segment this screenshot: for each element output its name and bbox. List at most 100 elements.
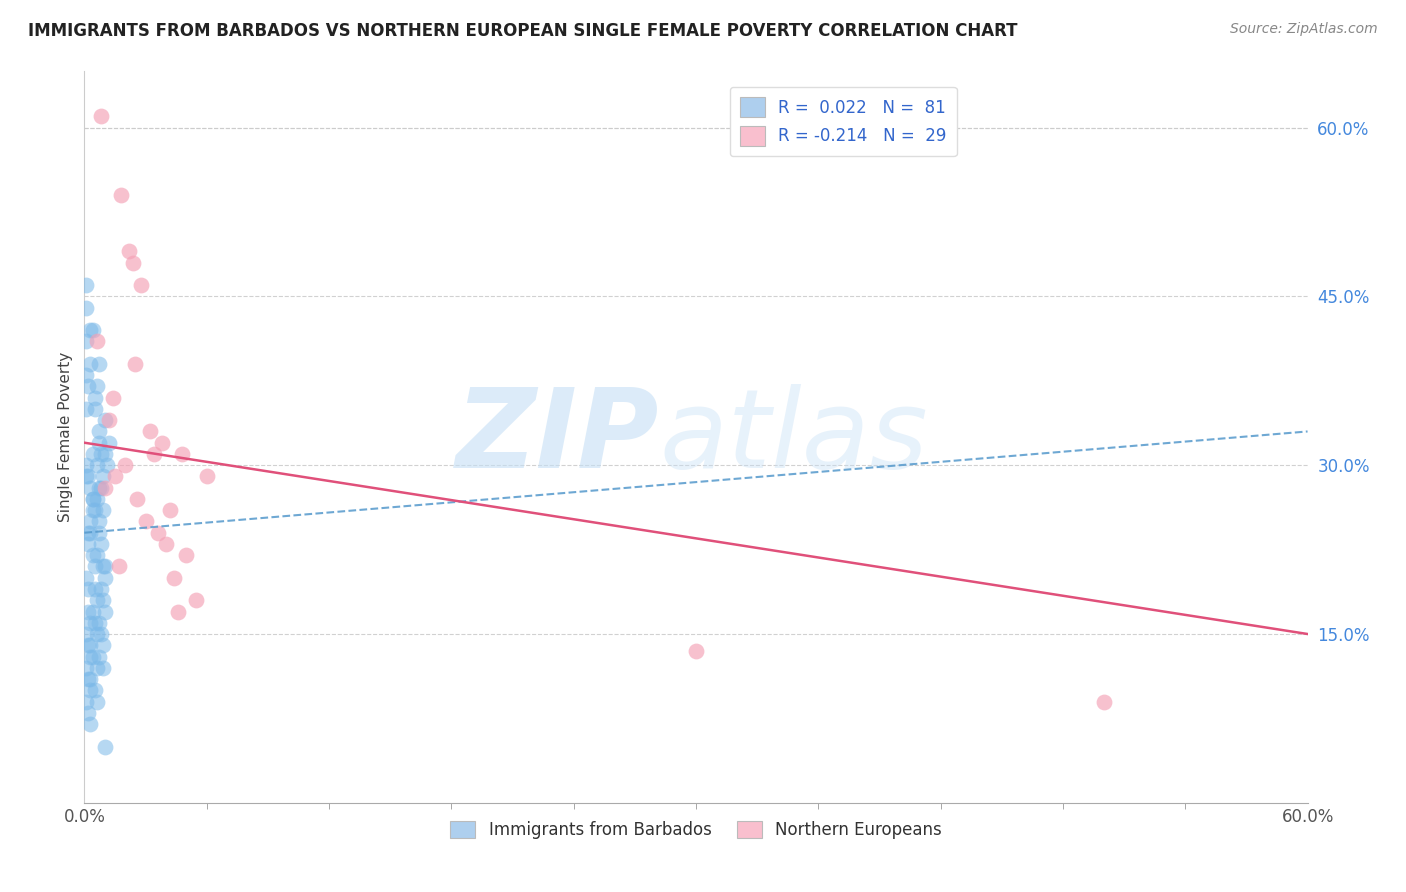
Point [122, 255, 145, 269]
Point [77, 672, 100, 686]
Point [127, 491, 149, 506]
Point [163, 571, 186, 585]
Point [167, 605, 190, 619]
Point [86, 491, 108, 506]
Point [86, 593, 108, 607]
Point [79, 717, 101, 731]
Point [79, 615, 101, 630]
Point [87, 515, 110, 529]
Point [83, 503, 105, 517]
Point [91, 661, 114, 675]
Point [77, 525, 100, 540]
Y-axis label: Single Female Poverty: Single Female Poverty [58, 352, 73, 522]
Point [77, 605, 100, 619]
Point [108, 559, 131, 574]
Point [91, 469, 114, 483]
Text: ZIP: ZIP [456, 384, 659, 491]
Point [174, 548, 197, 562]
Point [104, 469, 127, 483]
Point [90, 109, 112, 123]
Point [195, 469, 218, 483]
Point [93, 739, 115, 754]
Point [159, 503, 181, 517]
Point [90, 447, 112, 461]
Point [79, 649, 101, 664]
Point [82, 503, 104, 517]
Point [146, 525, 169, 540]
Point [93, 447, 115, 461]
Point [86, 694, 108, 708]
Point [82, 323, 104, 337]
Point [91, 503, 114, 517]
Point [87, 615, 110, 630]
Point [86, 379, 108, 393]
Point [75, 401, 97, 416]
Point [90, 537, 112, 551]
Point [75, 368, 97, 383]
Point [86, 334, 108, 349]
Point [77, 469, 100, 483]
Point [93, 571, 115, 585]
Point [93, 413, 115, 427]
Point [91, 559, 114, 574]
Point [77, 537, 100, 551]
Point [131, 278, 153, 293]
Point [75, 469, 97, 483]
Point [83, 683, 105, 698]
Point [82, 447, 104, 461]
Point [93, 605, 115, 619]
Point [83, 401, 105, 416]
Point [83, 391, 105, 405]
Point [82, 548, 104, 562]
Point [87, 357, 110, 371]
Point [142, 447, 165, 461]
Point [91, 638, 114, 652]
Point [75, 661, 97, 675]
Point [75, 571, 97, 585]
Point [114, 458, 136, 473]
Point [79, 683, 101, 698]
Point [79, 525, 101, 540]
Point [83, 582, 105, 596]
Point [685, 644, 707, 658]
Point [75, 627, 97, 641]
Point [90, 627, 112, 641]
Point [86, 458, 108, 473]
Point [75, 301, 97, 315]
Point [83, 615, 105, 630]
Point [97, 435, 120, 450]
Point [91, 593, 114, 607]
Point [87, 481, 110, 495]
Point [86, 548, 108, 562]
Point [93, 559, 115, 574]
Point [110, 188, 132, 202]
Point [83, 559, 105, 574]
Point [87, 435, 110, 450]
Point [150, 435, 173, 450]
Legend: Immigrants from Barbados, Northern Europeans: Immigrants from Barbados, Northern Europ… [444, 814, 948, 846]
Point [75, 694, 97, 708]
Point [186, 593, 208, 607]
Point [79, 672, 101, 686]
Point [87, 525, 110, 540]
Point [79, 515, 101, 529]
Point [86, 661, 108, 675]
Point [82, 491, 104, 506]
Point [77, 379, 100, 393]
Point [79, 357, 101, 371]
Point [101, 391, 124, 405]
Point [96, 458, 118, 473]
Point [86, 627, 108, 641]
Point [79, 323, 101, 337]
Point [75, 334, 97, 349]
Point [138, 425, 160, 439]
Point [87, 425, 110, 439]
Point [75, 278, 97, 293]
Point [82, 491, 104, 506]
Point [77, 638, 100, 652]
Point [79, 481, 101, 495]
Point [82, 649, 104, 664]
Point [135, 515, 157, 529]
Text: Source: ZipAtlas.com: Source: ZipAtlas.com [1230, 22, 1378, 37]
Point [124, 357, 146, 371]
